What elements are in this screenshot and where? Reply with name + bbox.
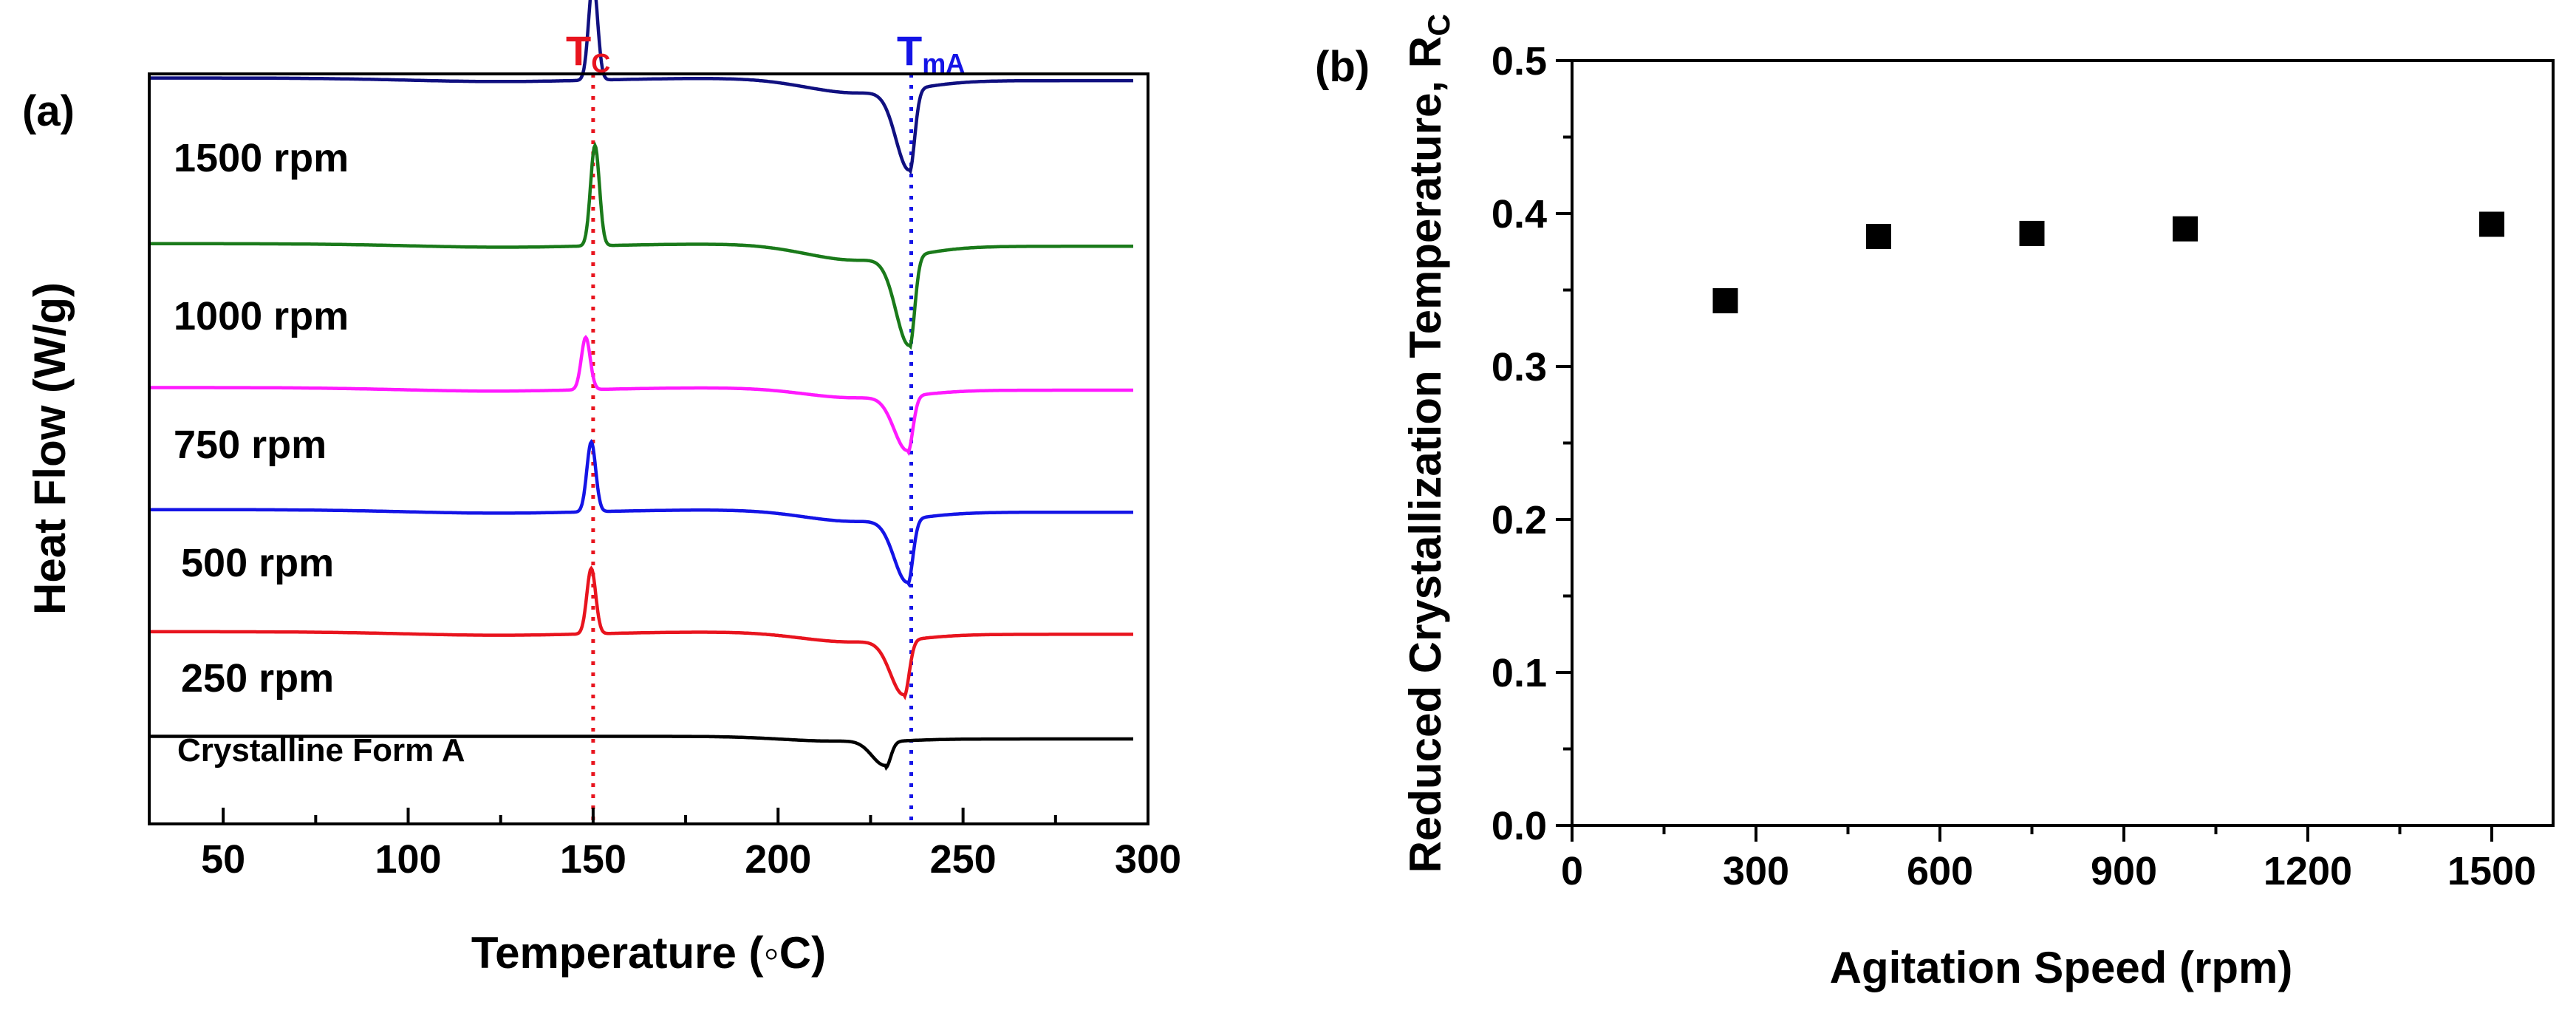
series-label-750-rpm: 750 rpm	[174, 423, 327, 467]
data-point	[2019, 220, 2045, 246]
panel-b-plot-frame	[1571, 59, 2555, 827]
series-label-1500-rpm: 1500 rpm	[174, 136, 349, 180]
series-line	[149, 0, 1133, 175]
panel-a-label: (a)	[22, 87, 75, 135]
panel-b-scatter-chart: (b) 0 300 600 900 1200 1500 0.00.10.20.30.40.…	[1315, 14, 2555, 992]
panel-b-label: (b)	[1315, 43, 1370, 91]
x-tick-label: 1500	[2447, 849, 2536, 893]
dsc-curves	[149, 0, 1133, 771]
peak-marker-lines	[591, 74, 914, 824]
panel-b-x-axis-title: Agitation Speed (rpm)	[1830, 943, 2293, 992]
y-tick-label: 0.4	[1492, 192, 1547, 236]
y-tick-label: 0.1	[1492, 651, 1547, 695]
x-tick-label: 150	[560, 837, 626, 882]
data-point	[2173, 216, 2198, 242]
x-tick-label: 0	[1561, 849, 1583, 893]
tma-marker-label: TmA	[897, 27, 965, 78]
panel-b-y-axis-title-main: Reduced Crystallization Temperature, R	[1401, 36, 1450, 873]
panel-a-y-axis-title: Heat Flow (W/g)	[25, 282, 75, 615]
data-point	[1712, 287, 1738, 313]
scatter-points	[1712, 211, 2504, 313]
x-tick-label: 300	[1723, 849, 1789, 893]
series-label-500-rpm: 500 rpm	[181, 541, 334, 585]
tma-marker-symbol: T	[897, 27, 922, 74]
tc-marker-subscript: C	[591, 48, 610, 78]
x-tick-label: 1200	[2264, 849, 2352, 893]
panel-b-x-axis: 0 300 600 900 1200 1500	[1561, 825, 2536, 893]
series-label-250-rpm: 250 rpm	[181, 656, 334, 701]
series-line	[149, 735, 1133, 771]
panel-a-dsc-chart: (a) 50 100 150 200 250 300 TC TmA 1500 rpm 10…	[22, 0, 1181, 978]
panel-a-x-axis-title: Temperature (◦C)	[471, 928, 826, 978]
y-tick-label: 0.5	[1492, 39, 1547, 84]
x-tick-label: 200	[745, 837, 811, 882]
series-line	[149, 565, 1133, 701]
data-point	[2479, 211, 2504, 237]
series-label-crystalline-form-a: Crystalline Form A	[177, 732, 465, 768]
x-tick-label: 100	[375, 837, 441, 882]
series-line	[149, 141, 1133, 350]
x-tick-label: 900	[2091, 849, 2157, 893]
panel-a-x-axis: 50 100 150 200 250 300	[201, 808, 1181, 882]
x-tick-label: 300	[1115, 837, 1181, 882]
panel-a-plot-frame	[148, 72, 1149, 825]
data-point	[1866, 224, 1891, 250]
panel-b-y-axis-title: Reduced Crystallization Temperature, RC	[1401, 14, 1456, 873]
x-tick-label: 250	[930, 837, 997, 882]
x-tick-label: 50	[201, 837, 245, 882]
y-tick-label: 0.0	[1492, 804, 1547, 848]
panel-b-y-axis-title-subscript: C	[1421, 14, 1456, 36]
tma-marker-subscript: mA	[922, 48, 965, 78]
series-line	[149, 335, 1133, 457]
panel-b-y-axis: 0.0 0.1 0.2 0.3 0.4 0.5	[1492, 39, 1572, 848]
x-tick-label: 600	[1907, 849, 1973, 893]
y-tick-label: 0.2	[1492, 498, 1547, 542]
tc-marker-label: TC	[566, 27, 610, 78]
y-tick-label: 0.3	[1492, 345, 1547, 389]
tc-marker-symbol: T	[566, 27, 591, 74]
series-line	[149, 438, 1133, 588]
series-label-1000-rpm: 1000 rpm	[174, 294, 349, 338]
